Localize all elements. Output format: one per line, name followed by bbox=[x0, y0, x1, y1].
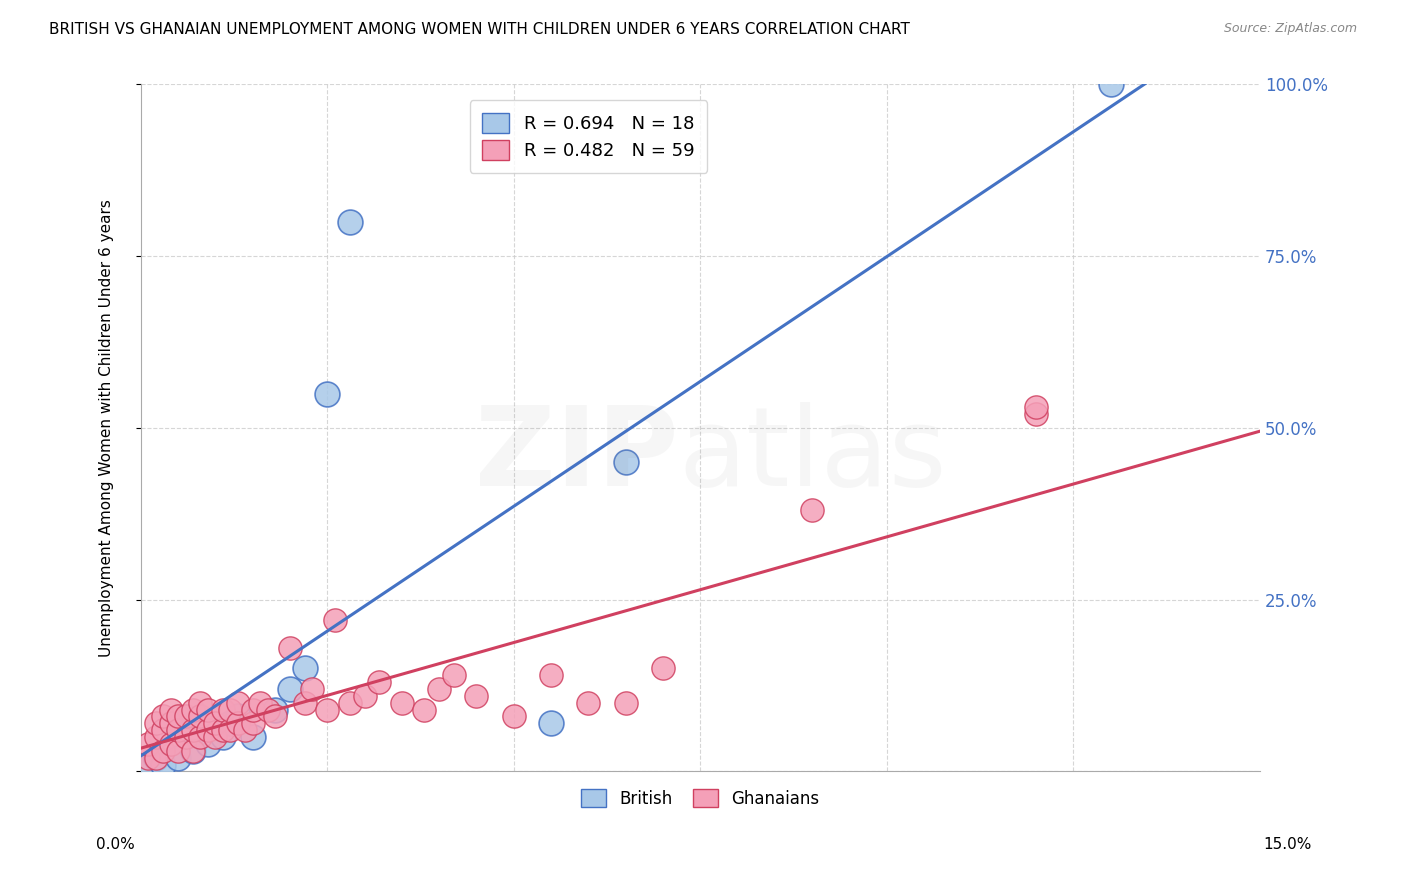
Text: Source: ZipAtlas.com: Source: ZipAtlas.com bbox=[1223, 22, 1357, 36]
Point bbox=[152, 744, 174, 758]
Point bbox=[181, 723, 204, 738]
Point bbox=[323, 613, 346, 627]
Point bbox=[316, 702, 339, 716]
Text: ZIP: ZIP bbox=[475, 402, 678, 509]
Point bbox=[136, 750, 159, 764]
Text: 0.0%: 0.0% bbox=[96, 838, 135, 852]
Point bbox=[167, 750, 190, 764]
Point bbox=[159, 716, 181, 731]
Point bbox=[226, 696, 249, 710]
Point bbox=[264, 709, 287, 723]
Point bbox=[540, 668, 562, 682]
Point bbox=[145, 750, 167, 764]
Point bbox=[294, 696, 316, 710]
Point bbox=[159, 737, 181, 751]
Point bbox=[339, 215, 361, 229]
Point bbox=[174, 730, 197, 744]
Point bbox=[576, 696, 599, 710]
Point bbox=[1025, 401, 1047, 415]
Point bbox=[278, 681, 301, 696]
Point bbox=[159, 702, 181, 716]
Point bbox=[152, 709, 174, 723]
Point bbox=[614, 455, 637, 469]
Point bbox=[242, 730, 264, 744]
Point bbox=[652, 661, 675, 675]
Point bbox=[242, 716, 264, 731]
Point bbox=[181, 744, 204, 758]
Point bbox=[465, 689, 488, 703]
Point bbox=[264, 702, 287, 716]
Point bbox=[427, 681, 450, 696]
Text: 15.0%: 15.0% bbox=[1264, 838, 1312, 852]
Point bbox=[167, 709, 190, 723]
Point bbox=[540, 716, 562, 731]
Point bbox=[204, 730, 226, 744]
Point bbox=[190, 730, 212, 744]
Point bbox=[368, 675, 391, 690]
Point bbox=[233, 723, 256, 738]
Point bbox=[136, 757, 159, 772]
Point bbox=[181, 702, 204, 716]
Point bbox=[181, 744, 204, 758]
Point bbox=[145, 750, 167, 764]
Text: atlas: atlas bbox=[678, 402, 946, 509]
Point bbox=[145, 716, 167, 731]
Point bbox=[211, 723, 233, 738]
Point bbox=[614, 696, 637, 710]
Point bbox=[316, 386, 339, 401]
Point bbox=[278, 640, 301, 655]
Point bbox=[301, 681, 323, 696]
Point bbox=[190, 709, 212, 723]
Point bbox=[167, 723, 190, 738]
Point bbox=[249, 696, 271, 710]
Point bbox=[174, 709, 197, 723]
Point bbox=[197, 737, 219, 751]
Point bbox=[167, 744, 190, 758]
Point bbox=[145, 730, 167, 744]
Point bbox=[211, 730, 233, 744]
Point bbox=[219, 716, 242, 731]
Point bbox=[219, 702, 242, 716]
Legend: British, Ghanaians: British, Ghanaians bbox=[575, 782, 825, 814]
Point bbox=[136, 737, 159, 751]
Point bbox=[1025, 407, 1047, 421]
Point bbox=[152, 757, 174, 772]
Point bbox=[242, 702, 264, 716]
Point bbox=[391, 696, 413, 710]
Point bbox=[204, 716, 226, 731]
Point bbox=[197, 723, 219, 738]
Y-axis label: Unemployment Among Women with Children Under 6 years: Unemployment Among Women with Children U… bbox=[100, 199, 114, 657]
Point bbox=[413, 702, 436, 716]
Point bbox=[152, 723, 174, 738]
Point bbox=[190, 696, 212, 710]
Point bbox=[226, 709, 249, 723]
Point bbox=[294, 661, 316, 675]
Point bbox=[339, 696, 361, 710]
Point bbox=[226, 716, 249, 731]
Point bbox=[801, 503, 824, 517]
Point bbox=[502, 709, 524, 723]
Point bbox=[219, 723, 242, 738]
Text: BRITISH VS GHANAIAN UNEMPLOYMENT AMONG WOMEN WITH CHILDREN UNDER 6 YEARS CORRELA: BRITISH VS GHANAIAN UNEMPLOYMENT AMONG W… bbox=[49, 22, 910, 37]
Point bbox=[197, 702, 219, 716]
Point bbox=[443, 668, 465, 682]
Point bbox=[1099, 78, 1122, 92]
Point bbox=[211, 702, 233, 716]
Point bbox=[256, 702, 278, 716]
Point bbox=[353, 689, 375, 703]
